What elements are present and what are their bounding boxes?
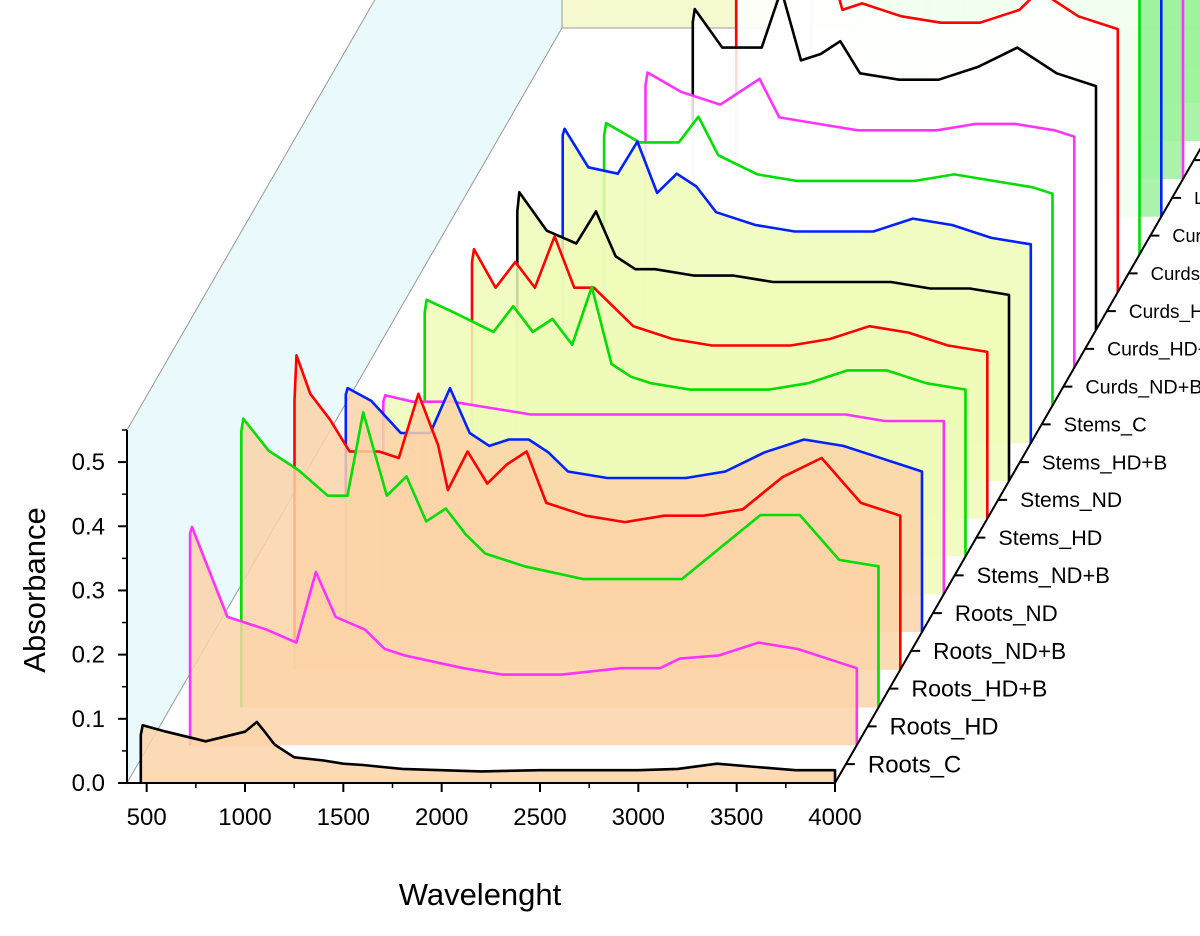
x-axis-title: Wavelenght — [399, 877, 562, 912]
z-category-label-roots-nd-b: Roots_ND+B — [933, 638, 1066, 664]
z-category-label-roots-c: Roots_C — [868, 752, 961, 779]
series-line-stems-c — [561, 127, 1033, 444]
z-category-label-curds-c: Curds_C — [1151, 263, 1200, 285]
series-line-roots-nd — [344, 386, 924, 632]
z-category-label-stems-nd: Stems_ND — [1020, 489, 1122, 512]
z-category-label-curds-hd: Curds_HD — [1129, 302, 1200, 323]
z-category-label-stems-c: Stems_C — [1064, 414, 1147, 436]
series-line-curds-hd-b — [644, 71, 1076, 368]
z-category-label-stems-hd-b: Stems_HD+B — [1042, 451, 1167, 474]
series-fill-roots-c — [140, 722, 836, 783]
z-category-label-roots-nd: Roots_ND — [955, 601, 1058, 626]
z-category-label-roots-hd-b: Roots_HD+B — [911, 676, 1047, 702]
z-category-label-curds-hd-b: Curds_HD+B — [1107, 339, 1200, 361]
series-line-roots-hd-b — [240, 411, 880, 708]
series-line-curds-c — [734, 0, 1120, 293]
y-tick-label-0.3: 0.3 — [72, 577, 105, 604]
z-axis-line — [834, 147, 1200, 784]
y-tick-label-0.2: 0.2 — [72, 642, 105, 669]
x-tick-label-4000: 4000 — [808, 804, 861, 831]
series-line-stems-nd — [470, 235, 989, 519]
y-axis-title: Absorbance — [17, 507, 52, 672]
z-category-label-leaves-c: Leaves_C — [1194, 188, 1200, 209]
x-tick-label-2000: 2000 — [415, 804, 468, 831]
series-layer — [139, 0, 1200, 783]
z-category-label-stems-nd-b: Stems_ND+B — [977, 563, 1110, 588]
series-fill-roots-hd — [190, 527, 857, 746]
z-category-label-stems-hd: Stems_HD — [998, 526, 1102, 550]
y-tick-label-0.5: 0.5 — [72, 449, 105, 476]
z-category-label-curds-nd: Curds_ND — [1172, 226, 1200, 247]
x-tick-label-3000: 3000 — [612, 804, 665, 831]
y-tick-label-0.0: 0.0 — [72, 770, 105, 797]
series-line-roots-hd — [188, 525, 859, 746]
series-line-roots-nd-b — [293, 354, 902, 670]
series-line-curds-nd-b — [602, 115, 1054, 406]
x-tick-label-1000: 1000 — [218, 804, 271, 831]
x-tick-label-2500: 2500 — [513, 804, 566, 831]
z-category-label-curds-nd-b: Curds_ND+B — [1085, 377, 1200, 399]
series-line-stems-nd-b — [382, 394, 946, 595]
series-fill-roots-hd-b — [241, 412, 879, 708]
y-tick-label-0.4: 0.4 — [72, 513, 105, 540]
series-line-roots-c — [139, 720, 837, 783]
series-line-stems-hd-b — [516, 190, 1011, 481]
z-category-label-roots-hd: Roots_HD — [890, 715, 999, 741]
x-tick-label-500: 500 — [127, 804, 167, 831]
series-line-stems-hd — [423, 285, 967, 557]
series-line-curds-hd — [691, 0, 1098, 330]
x-tick-label-3500: 3500 — [710, 804, 763, 831]
x-tick-label-1500: 1500 — [317, 804, 370, 831]
axes-layer: 500 1000 1500 2000 2500 3000 3500 4000 0.0 0.1 0.2… — [72, 147, 1200, 831]
y-tick-label-0.1: 0.1 — [72, 706, 105, 733]
